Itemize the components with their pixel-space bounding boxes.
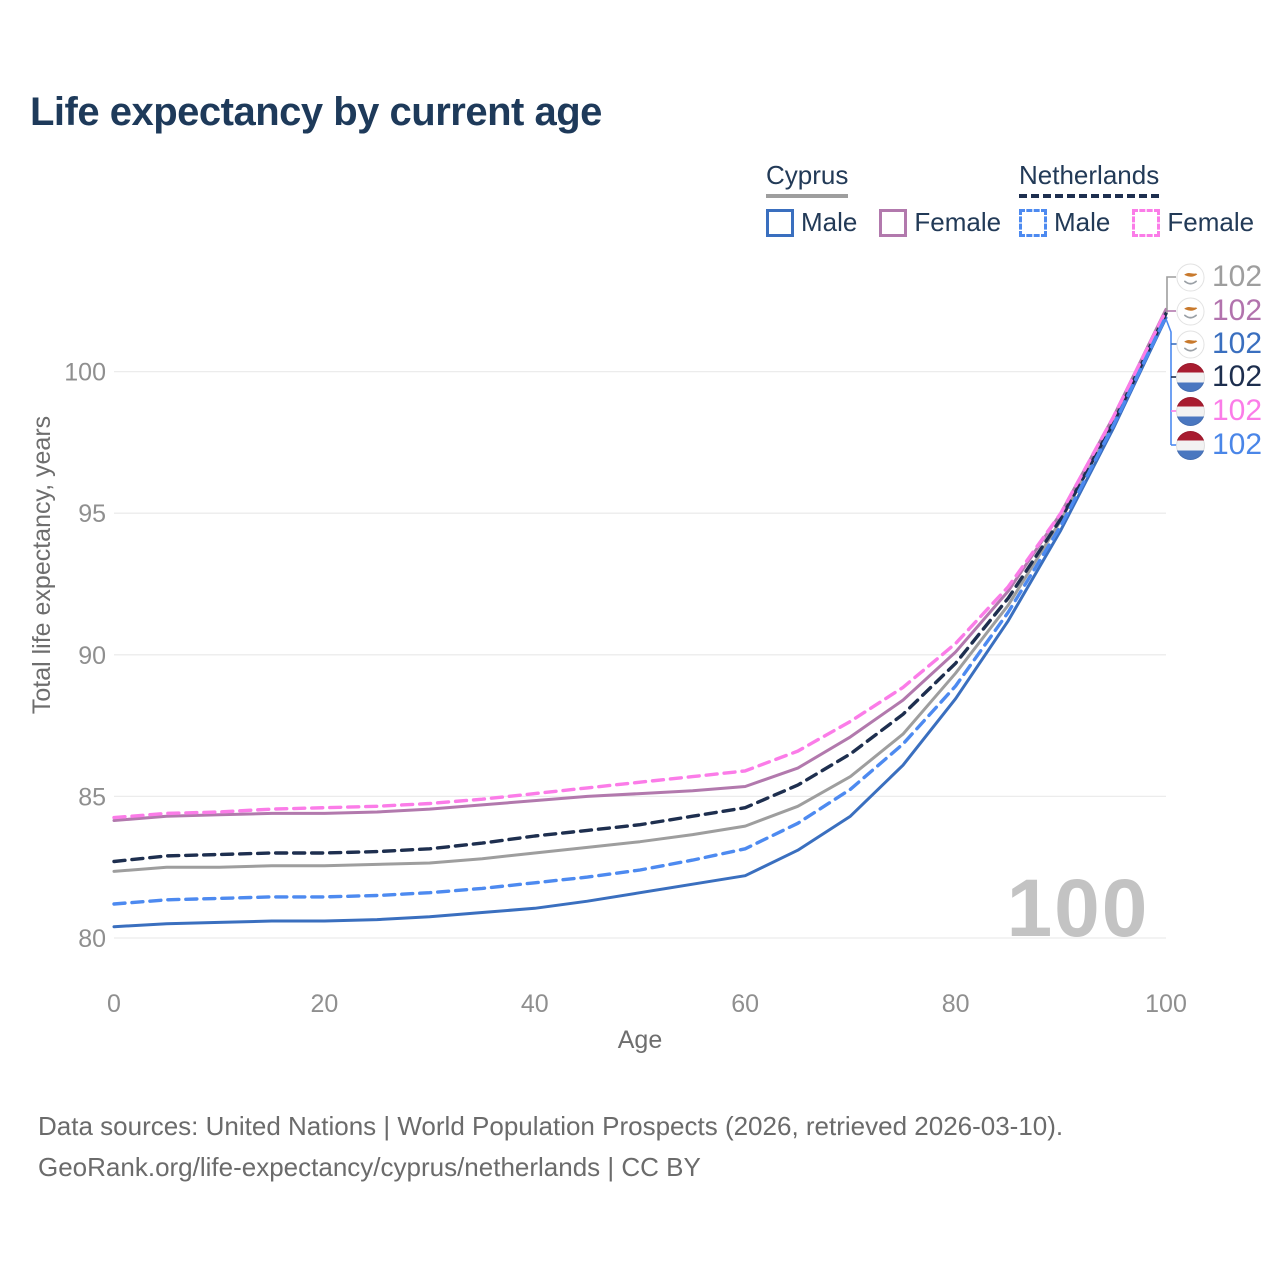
leader-bracket-netherlands	[1165, 318, 1172, 445]
series-line-netherlands-male	[112, 314, 1168, 906]
axis-tick-labels: 80 85 90 95 100 0 20 40 60 80 100	[64, 359, 1187, 1018]
legend-item-cyprus-male-label: Male	[801, 207, 858, 237]
x-tick-label-40: 40	[521, 990, 549, 1018]
legend-item-netherlands-female-label: Female	[1167, 207, 1255, 237]
page-title: Life expectancy by current age	[30, 90, 602, 134]
y-tick-label-80: 80	[78, 925, 106, 953]
legend-item-cyprus-female-label: Female	[914, 207, 1002, 237]
legend-underline-netherlands	[1019, 194, 1160, 198]
legend-item-cyprus-male[interactable]: Male	[766, 207, 857, 238]
legend-group-cyprus: Cyprus Male Female	[766, 160, 1001, 238]
chart-watermark: 100	[1007, 863, 1150, 954]
data-sources-text: Data sources: United Nations | World Pop…	[38, 1111, 1064, 1141]
legend-underline-cyprus	[766, 194, 849, 198]
series-line-cyprus-all	[112, 310, 1168, 873]
series-line-cyprus-male	[112, 316, 1168, 929]
attribution-text: GeoRank.org/life-expectancy/cyprus/nethe…	[38, 1152, 701, 1182]
series-line-netherlands-female	[112, 309, 1168, 820]
legend-group-netherlands: Netherlands Male Female	[1019, 160, 1254, 238]
legend-header-netherlands-label: Netherlands	[1019, 160, 1160, 190]
legend-swatch-cyprus-male	[766, 208, 794, 237]
leader-bracket-cyprus	[1166, 276, 1176, 313]
legend-header-cyprus[interactable]: Cyprus	[766, 160, 849, 198]
legend-swatch-netherlands-female	[1132, 208, 1161, 237]
legend-item-netherlands-female[interactable]: Female	[1132, 207, 1254, 238]
y-tick-label-90: 90	[78, 642, 106, 670]
x-tick-label-20: 20	[310, 990, 338, 1018]
legend-item-cyprus-female[interactable]: Female	[879, 207, 1001, 238]
legend-header-cyprus-label: Cyprus	[766, 160, 849, 190]
y-tick-label-100: 100	[64, 359, 106, 387]
series-line-netherlands-all	[112, 311, 1168, 864]
footer: Data sources: United Nations | World Pop…	[38, 1106, 1063, 1188]
legend-header-netherlands[interactable]: Netherlands	[1019, 160, 1160, 198]
legend-swatch-netherlands-male	[1019, 208, 1047, 237]
legend-swatch-cyprus-female	[879, 208, 908, 237]
y-tick-label-95: 95	[78, 500, 106, 528]
x-tick-label-80: 80	[942, 990, 970, 1018]
gridlines	[114, 370, 1166, 939]
legend-item-netherlands-male[interactable]: Male	[1019, 207, 1110, 238]
y-tick-label-85: 85	[78, 783, 106, 811]
x-tick-label-60: 60	[731, 990, 759, 1018]
x-tick-label-100: 100	[1145, 990, 1187, 1018]
x-tick-label-0: 0	[107, 990, 121, 1018]
x-axis-title: Age	[618, 1026, 662, 1054]
legend-item-netherlands-male-label: Male	[1054, 207, 1111, 237]
series-lines	[112, 307, 1168, 929]
series-line-cyprus-female	[112, 307, 1168, 822]
y-axis-title: Total life expectancy, years	[28, 416, 56, 714]
end-label-leader-lines	[1165, 276, 1179, 446]
